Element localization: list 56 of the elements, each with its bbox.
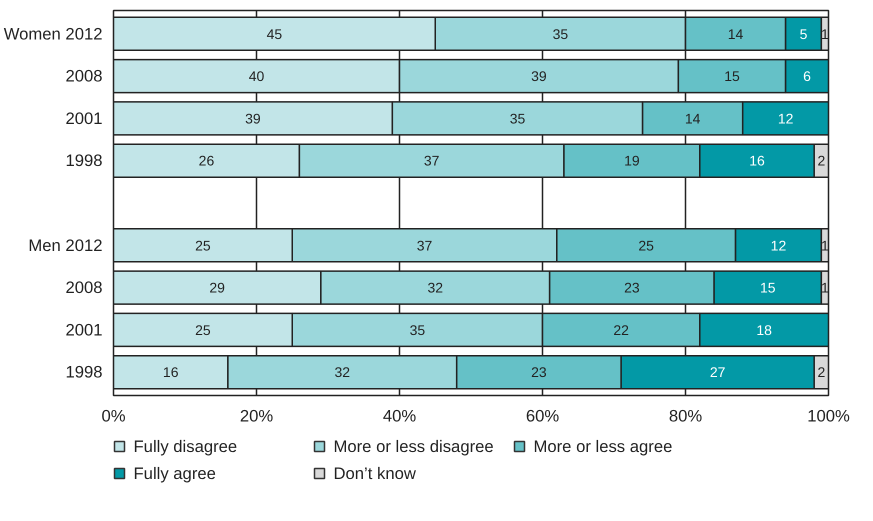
x-tick-label: 20% <box>240 406 274 426</box>
data-label: 15 <box>724 68 740 84</box>
x-tick-label: 80% <box>668 406 702 426</box>
y-tick-label: 1998 <box>65 151 103 170</box>
data-label: 12 <box>770 237 786 254</box>
data-label: 25 <box>638 237 654 254</box>
x-tick-label: 60% <box>526 406 560 426</box>
y-tick-label: Women 2012 <box>4 24 103 44</box>
y-tick-label: Men 2012 <box>28 236 103 255</box>
data-label: 25 <box>195 322 211 338</box>
data-label: 45 <box>266 26 282 42</box>
legend-label: Fully disagree <box>134 437 238 456</box>
data-label: 22 <box>613 322 630 338</box>
data-label: 35 <box>410 322 426 338</box>
data-label: 29 <box>209 280 226 296</box>
data-label: 2 <box>817 364 826 380</box>
data-label: 26 <box>198 152 214 169</box>
data-label: 16 <box>162 364 179 380</box>
data-label: 23 <box>624 280 640 296</box>
legend-label: More or less disagree <box>334 437 494 456</box>
data-label: 32 <box>427 280 444 296</box>
data-label: 5 <box>800 26 808 42</box>
x-tick-label: 100% <box>807 406 850 426</box>
data-label: 2 <box>817 152 826 169</box>
y-tick-label: 2001 <box>65 108 103 128</box>
data-label: 1 <box>821 26 830 42</box>
legend-label: Don’t know <box>334 464 417 483</box>
data-label: 37 <box>416 237 433 254</box>
data-label: 32 <box>334 364 350 380</box>
data-label: 37 <box>424 152 440 169</box>
data-label: 39 <box>531 68 547 84</box>
data-label: 35 <box>552 26 568 42</box>
x-tick-label: 40% <box>382 406 416 426</box>
data-label: 6 <box>803 68 812 84</box>
data-label: 23 <box>531 364 547 380</box>
y-tick-label: 1998 <box>65 362 103 382</box>
data-label: 16 <box>749 152 765 169</box>
data-label: 27 <box>710 364 726 380</box>
data-label: 40 <box>248 68 264 84</box>
data-label: 39 <box>245 110 261 126</box>
data-label: 25 <box>195 237 211 254</box>
data-label: 14 <box>684 110 701 126</box>
data-label: 15 <box>760 280 776 296</box>
y-tick-label: 2008 <box>65 278 103 298</box>
x-tick-label: 0% <box>101 406 126 426</box>
data-label: 1 <box>821 237 830 254</box>
legend-label: Fully agree <box>134 464 216 483</box>
y-tick-label: 2008 <box>65 66 103 86</box>
data-label: 12 <box>778 110 794 126</box>
data-label: 19 <box>624 152 640 169</box>
legend-label: More or less agree <box>534 437 672 456</box>
data-label: 14 <box>728 26 744 42</box>
y-tick-label: 2001 <box>65 320 103 340</box>
data-label: 35 <box>510 110 526 126</box>
data-label: 18 <box>756 322 772 338</box>
data-label: 1 <box>821 280 830 296</box>
